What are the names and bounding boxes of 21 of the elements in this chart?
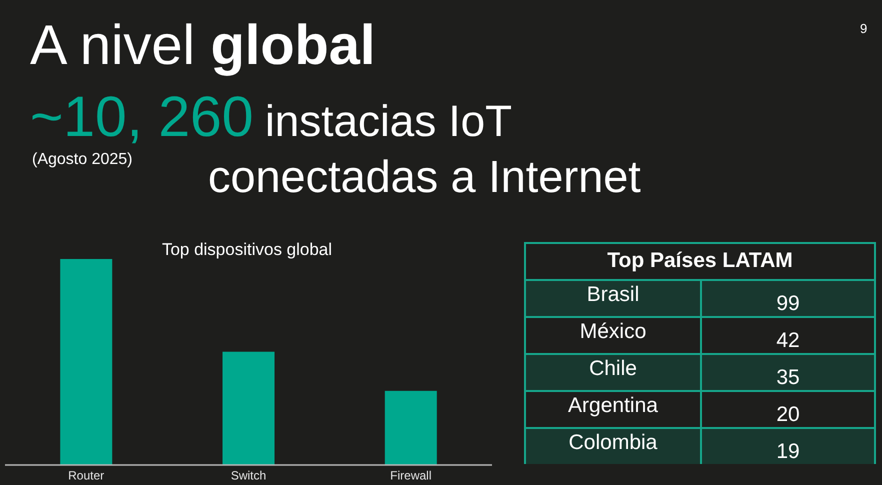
x-tick-label: Firewall	[390, 468, 432, 483]
category-label: Colombia	[568, 431, 658, 454]
category-label: México	[578, 320, 648, 343]
text: Top Países LATAM	[606, 248, 794, 274]
data-label: 20	[775, 403, 801, 426]
chart-title: Top dispositivos global	[160, 240, 334, 259]
x-tick-label: Router	[68, 468, 104, 483]
category-label: Argentina	[567, 394, 659, 417]
text: ~10, 260	[30, 85, 254, 149]
text: (Agosto 2025)	[32, 151, 133, 168]
data-label: 99	[775, 292, 801, 315]
x-tick-label: Switch	[230, 468, 266, 483]
data-label: 42	[775, 329, 801, 352]
text: conectadas a Internet	[208, 151, 641, 202]
text: A nivel global	[30, 13, 376, 76]
data-label: 19	[775, 440, 801, 463]
data-label: 35	[775, 366, 801, 389]
text: instacias IoT	[265, 97, 512, 146]
text: 9	[860, 21, 868, 36]
category-label: Brasil	[586, 283, 640, 306]
category-label: Chile	[588, 357, 638, 380]
